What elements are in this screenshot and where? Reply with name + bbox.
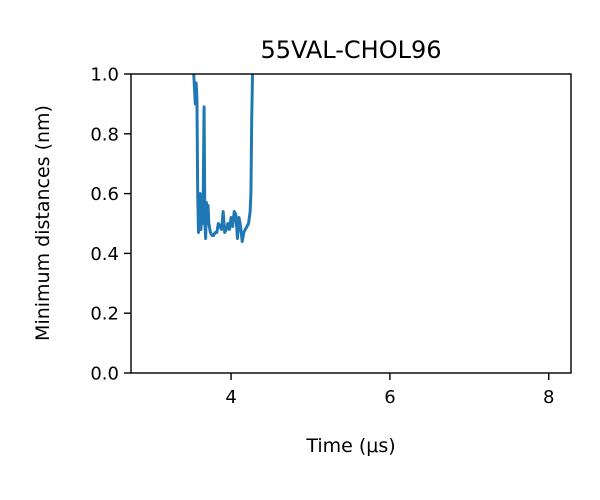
x-axis-label: Time (μs) — [305, 435, 395, 457]
x-tick-label: 6 — [384, 387, 395, 408]
y-tick-label: 0.8 — [90, 124, 119, 145]
x-tick-label: 4 — [225, 387, 236, 408]
y-tick-label: 0.4 — [90, 244, 119, 265]
y-tick-label: 0.2 — [90, 304, 119, 325]
chart-title: 55VAL-CHOL96 — [260, 36, 441, 64]
y-tick-label: 1.0 — [90, 65, 119, 86]
series-line-0 — [192, 74, 255, 243]
axes-ticks: 4 6 8 0.0 0.2 0.4 0.6 0.8 1.0 — [90, 65, 554, 409]
y-axis-label: Minimum distances (nm) — [32, 105, 54, 341]
y-tick-label: 0.6 — [90, 184, 119, 205]
x-tick-label: 8 — [543, 387, 554, 408]
axes-frame — [130, 73, 572, 374]
plot-area — [192, 74, 255, 243]
y-tick-label: 0.0 — [90, 364, 119, 385]
